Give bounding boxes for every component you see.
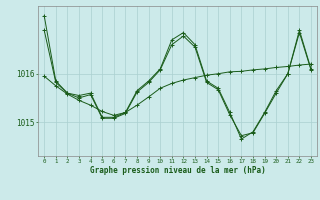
X-axis label: Graphe pression niveau de la mer (hPa): Graphe pression niveau de la mer (hPa) [90,166,266,175]
